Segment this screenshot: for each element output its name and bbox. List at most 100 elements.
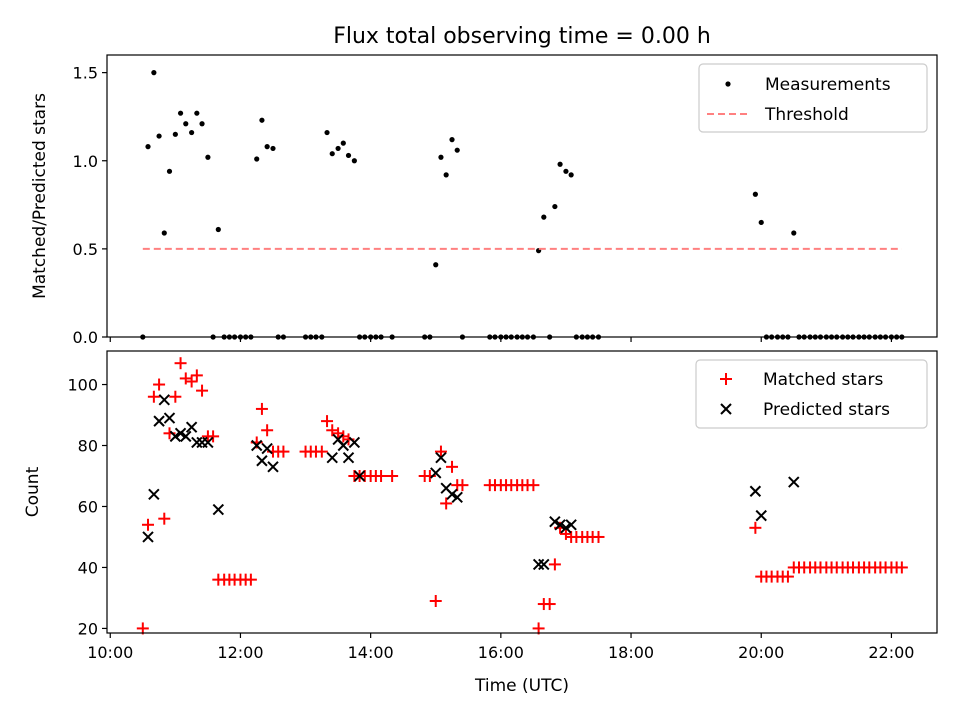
predicted-stars-point bbox=[261, 442, 273, 455]
predicted-stars-point bbox=[560, 522, 572, 534]
matched-stars-point bbox=[429, 594, 442, 607]
measurement-point bbox=[340, 140, 346, 146]
matched-stars-point bbox=[153, 378, 166, 391]
matched-stars-point bbox=[386, 469, 399, 482]
predicted-stars-point bbox=[342, 451, 355, 464]
measurement-point bbox=[254, 156, 260, 162]
predicted-stars-point bbox=[788, 476, 800, 488]
measurement-point bbox=[199, 121, 205, 127]
count-plot-frame bbox=[106, 350, 938, 634]
ratio-y-tick-label: 1.5 bbox=[73, 64, 98, 83]
predicted-stars-point bbox=[191, 436, 203, 449]
measurement-point bbox=[454, 147, 460, 153]
ratio-legend: Measurements Threshold bbox=[698, 63, 928, 133]
matched-stars-point bbox=[190, 369, 203, 382]
matched-stars-point bbox=[543, 598, 556, 611]
legend-predicted-marker bbox=[720, 403, 732, 415]
predicted-stars-point bbox=[185, 421, 198, 433]
measurement-point bbox=[752, 191, 758, 197]
count-legend-box bbox=[695, 359, 928, 429]
predicted-stars-point bbox=[251, 439, 263, 452]
measurement-point bbox=[351, 158, 357, 164]
measurement-point bbox=[335, 145, 341, 152]
measurement-point bbox=[259, 117, 265, 123]
measurement-point bbox=[145, 144, 151, 150]
measurement-point bbox=[215, 226, 221, 233]
legend-measurements-label: Measurements bbox=[765, 75, 891, 95]
ratio-legend-box bbox=[698, 63, 928, 133]
measurement-point bbox=[541, 214, 547, 220]
predicted-stars-point bbox=[348, 436, 361, 449]
predicted-stars-point bbox=[202, 436, 214, 449]
count-x-tick-label: 14:00 bbox=[348, 643, 394, 662]
matched-stars-point bbox=[332, 427, 345, 440]
count-y-tick-label: 20 bbox=[78, 619, 98, 638]
count-y-tick-label: 80 bbox=[78, 437, 98, 456]
predicted-stars-point bbox=[435, 451, 447, 464]
predicted-stars-point bbox=[174, 427, 187, 440]
measurement-point bbox=[345, 152, 352, 159]
matched-stars-point bbox=[895, 561, 908, 574]
measurement-point bbox=[161, 230, 167, 236]
predicted-stars-point bbox=[153, 415, 165, 427]
count-legend: Matched stars Predicted stars bbox=[695, 359, 928, 429]
matched-stars-point bbox=[277, 445, 290, 458]
count-marks bbox=[136, 357, 908, 635]
measurement-point bbox=[156, 133, 162, 139]
matched-stars-point bbox=[147, 390, 160, 403]
predicted-stars-point bbox=[430, 467, 442, 479]
matched-stars-point bbox=[456, 479, 469, 492]
predicted-stars-point bbox=[565, 519, 577, 531]
matched-stars-point bbox=[781, 570, 794, 583]
count-series-1 bbox=[142, 394, 800, 571]
measurement-point bbox=[205, 154, 211, 160]
matched-stars-point bbox=[440, 497, 453, 510]
matched-stars-point bbox=[169, 390, 182, 403]
count-y-tick-label: 100 bbox=[67, 376, 98, 395]
measurement-point bbox=[552, 203, 558, 210]
predicted-stars-point bbox=[755, 509, 767, 522]
ratio-panel: 0.0 0.5 1.0 1.5 Matched/Predicted stars Mea… bbox=[30, 54, 938, 347]
measurement-point bbox=[791, 230, 797, 236]
measurement-point bbox=[758, 219, 764, 226]
predicted-stars-point bbox=[749, 485, 762, 497]
count-y-axis-label: Count bbox=[23, 466, 43, 517]
matched-stars-point bbox=[321, 415, 334, 428]
measurement-point bbox=[172, 131, 178, 137]
count-y-tick-label: 60 bbox=[78, 497, 98, 516]
legend-predicted-label: Predicted stars bbox=[763, 400, 890, 420]
measurement-point bbox=[568, 172, 574, 178]
predicted-stars-point bbox=[256, 455, 268, 467]
ratio-plot-frame bbox=[106, 54, 938, 338]
predicted-stars-point bbox=[554, 519, 566, 531]
matched-stars-point bbox=[559, 527, 572, 540]
matched-stars-point bbox=[196, 384, 209, 397]
measurement-point bbox=[166, 168, 173, 174]
matched-stars-point bbox=[749, 521, 762, 534]
measurement-point bbox=[264, 144, 270, 150]
count-panel: 20 40 60 80 100 10:00 12:00 14:00 16:00 18:00 20:0… bbox=[23, 350, 938, 696]
ratio-y-tick-label: 0.5 bbox=[73, 240, 98, 259]
measurement-point bbox=[151, 70, 157, 76]
matched-stars-point bbox=[434, 445, 447, 458]
predicted-stars-point bbox=[163, 412, 176, 424]
matched-stars-point bbox=[158, 512, 171, 525]
count-x-tick-label: 22:00 bbox=[868, 643, 914, 662]
predicted-stars-point bbox=[158, 394, 170, 406]
predicted-stars-point bbox=[353, 470, 366, 482]
predicted-stars-point bbox=[267, 461, 279, 473]
predicted-stars-point bbox=[451, 491, 463, 504]
matched-stars-point bbox=[255, 402, 268, 415]
predicted-stars-point bbox=[532, 558, 545, 571]
count-y-tick-label: 40 bbox=[78, 558, 98, 577]
legend-threshold-label: Threshold bbox=[764, 105, 849, 125]
count-x-tick-label: 18:00 bbox=[608, 643, 654, 662]
measurement-point bbox=[438, 154, 444, 160]
matched-stars-point bbox=[174, 357, 187, 370]
matched-stars-point bbox=[179, 372, 192, 385]
legend-matched-label: Matched stars bbox=[763, 370, 883, 390]
matched-stars-point bbox=[207, 430, 220, 443]
matched-stars-point bbox=[261, 424, 274, 437]
measurement-point bbox=[183, 121, 189, 127]
measurement-point bbox=[449, 137, 455, 143]
